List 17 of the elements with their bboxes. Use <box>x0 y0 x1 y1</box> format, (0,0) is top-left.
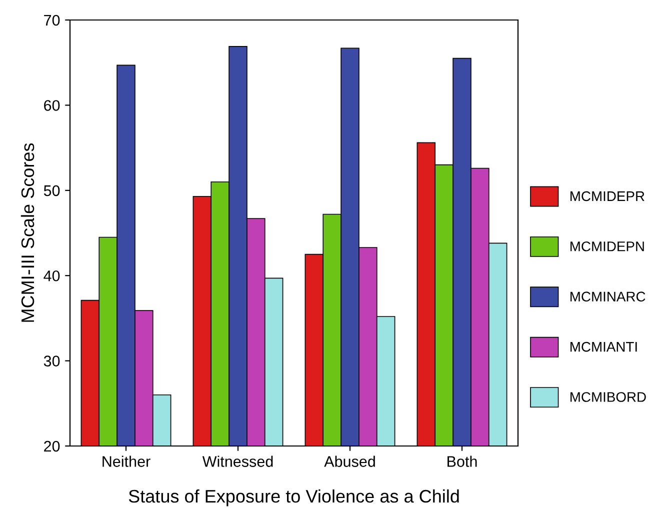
y-tick-label: 20 <box>44 440 60 452</box>
legend-label: MCMIANTI <box>570 342 637 352</box>
x-axis-title: Status of Exposure to Violence as a Child <box>128 489 459 506</box>
y-tick-label: 30 <box>44 356 60 366</box>
y-tick-label: 60 <box>44 100 60 111</box>
legend-label: MCMIDEPN <box>570 241 644 252</box>
x-tick-label: Abused <box>324 456 375 467</box>
legend-label: MCMIBORD <box>570 392 646 402</box>
y-tick-label: 40 <box>44 270 60 282</box>
legend-label: MCMINARC <box>570 292 646 302</box>
y-tick-label: 70 <box>44 14 60 26</box>
y-axis-title: MCMI-III Scale Scores <box>20 143 34 322</box>
y-tick-label: 50 <box>44 185 60 196</box>
legend-label: MCMIDEPR <box>570 191 644 202</box>
x-tick-label: Witnessed <box>202 456 273 467</box>
x-tick-label: Both <box>448 456 477 467</box>
x-tick-label: Neither <box>102 456 150 467</box>
